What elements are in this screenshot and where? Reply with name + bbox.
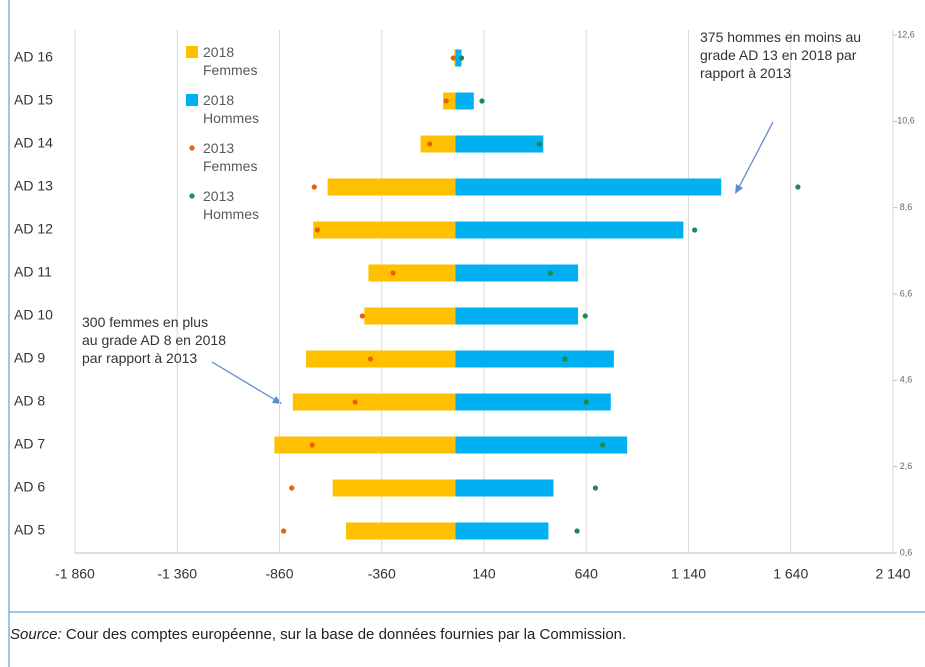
source: Source: Cour des comptes européenne, sur… [10, 626, 626, 644]
dot [311, 184, 317, 190]
y-tick-label: AD 11 [14, 264, 52, 280]
bar [327, 178, 456, 196]
dot [574, 528, 580, 534]
dot [795, 184, 801, 190]
legend-label: 2018 Femmes [203, 44, 258, 78]
dot [450, 55, 456, 61]
x-tick-label: -1 860 [55, 566, 95, 582]
bar [455, 436, 628, 454]
legend-label: 2013 Femmes [203, 140, 258, 174]
dot [592, 485, 599, 491]
y-tick-label: AD 5 [14, 522, 45, 538]
y2-tick-label: 0,6 [900, 547, 913, 557]
bar [443, 92, 456, 110]
annotation: 375 hommes en moins au grade AD 13 en 20… [700, 29, 862, 81]
dot [280, 528, 287, 534]
bar [455, 92, 474, 110]
y2-tick-label: 2,6 [900, 461, 913, 471]
dot [458, 55, 465, 61]
dot [547, 270, 554, 276]
bar [455, 221, 684, 239]
bar [455, 264, 579, 282]
bar [313, 221, 456, 239]
annotation: 300 femmes en plus au grade AD 8 en 2018… [82, 314, 227, 366]
y-tick-label: AD 7 [14, 436, 45, 452]
dot [479, 98, 485, 104]
legend-marker [189, 145, 195, 151]
y-tick-label: AD 16 [14, 49, 53, 65]
dot [352, 399, 358, 405]
bar [455, 135, 544, 153]
bar [368, 264, 456, 282]
bar [274, 436, 456, 454]
x-tick-label: 1 140 [671, 566, 706, 582]
dot [359, 313, 365, 319]
bar [455, 393, 611, 411]
y-tick-label: AD 14 [14, 135, 53, 151]
y-tick-label: AD 13 [14, 178, 53, 194]
dot [390, 270, 396, 276]
bar [455, 307, 579, 325]
dot [582, 313, 588, 319]
bar [420, 135, 456, 153]
bar [455, 178, 722, 196]
arrow [211, 361, 278, 402]
x-tick-label: 140 [472, 566, 496, 582]
bar [306, 350, 456, 368]
bar [332, 479, 456, 497]
dot [367, 356, 374, 362]
x-tick-label: -360 [368, 566, 396, 582]
y2-tick-label: 6,6 [900, 288, 913, 298]
x-tick-label: 640 [575, 566, 599, 582]
bar [455, 350, 614, 368]
legend-marker [186, 94, 198, 106]
x-tick-label: -860 [265, 566, 293, 582]
legend-marker [186, 46, 198, 58]
dot [443, 98, 449, 104]
y-tick-label: AD 8 [14, 393, 45, 409]
y2-tick-label: 12,6 [897, 29, 915, 39]
dot [427, 141, 433, 147]
legend-marker [189, 193, 195, 199]
bar [292, 393, 456, 411]
y-tick-label: AD 10 [14, 307, 53, 323]
bar [345, 522, 456, 540]
x-tick-label: 2 140 [875, 566, 910, 582]
y2-tick-label: 4,6 [900, 375, 913, 385]
y-tick-label: AD 15 [14, 92, 53, 108]
arrow-head [735, 184, 743, 194]
bar [364, 307, 456, 325]
x-tick-label: -1 360 [157, 566, 197, 582]
y-tick-label: AD 9 [14, 350, 45, 366]
dot [600, 442, 606, 448]
y-tick-label: AD 12 [14, 221, 53, 237]
source-label: Source: [10, 626, 62, 643]
bar [455, 479, 554, 497]
dot [583, 399, 589, 405]
bar [455, 522, 549, 540]
legend-label: 2013 Hommes [203, 188, 260, 222]
x-tick-label: 1 640 [773, 566, 808, 582]
dot [314, 227, 320, 233]
source-text: Cour des comptes européenne, sur la base… [65, 626, 627, 643]
y-tick-label: AD 6 [14, 479, 45, 495]
arrow-head [272, 396, 282, 404]
y2-tick-label: 8,6 [900, 202, 913, 212]
dot [289, 485, 295, 491]
dot [309, 442, 315, 448]
dot [692, 227, 698, 233]
legend-label: 2018 Hommes [203, 92, 260, 126]
dot [562, 356, 568, 362]
arrow [737, 121, 774, 190]
bar [455, 49, 462, 67]
dot [536, 141, 542, 147]
y2-tick-label: 10,6 [897, 116, 915, 126]
